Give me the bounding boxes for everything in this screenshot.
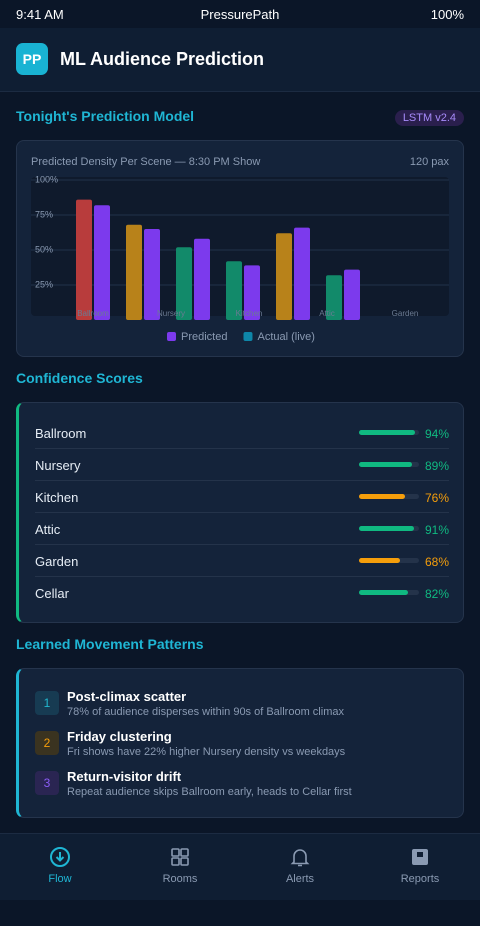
confidence-bar [359,430,416,435]
chart-card: Predicted Density Per Scene — 8:30 PM Sh… [16,140,464,357]
avatar: PP [16,43,48,75]
bar [76,199,92,320]
confidence-value: 82% [424,587,449,601]
nav-item[interactable]: Flow [0,834,120,900]
scene-name: Cellar [35,586,69,601]
legend-label: Predicted [181,331,227,343]
bar [244,265,260,320]
chart-subtitle: 120 pax [410,156,450,168]
y-tick-label: 50% [35,244,53,254]
y-tick-label: 75% [35,209,53,219]
section-title: Learned Movement Patterns [16,636,204,652]
nav-item[interactable]: Rooms [120,834,240,900]
confidence-value: 94% [424,427,449,441]
pattern-number: 3 [35,771,59,795]
chart-title: Predicted Density Per Scene — 8:30 PM Sh… [31,156,260,168]
nav-label: Reports [400,873,440,885]
pattern-description: Fri shows have 22% higher Nursery densit… [67,746,346,758]
model-badge: LSTM v2.4 [394,110,464,126]
bar [94,205,110,320]
patterns-card: 1 Post-climax scatter 78% of audience disp… [16,668,464,818]
legend-label: Actual (live) [257,331,314,343]
confidence-row: Ballroom 94% [35,417,449,449]
reports-icon [412,849,428,865]
confidence-track [359,590,419,595]
bar [326,275,342,320]
confidence-row: Attic 91% [35,513,449,545]
scene-name: Garden [35,554,79,569]
pattern-description: Repeat audience skips Ballroom early, he… [67,786,352,798]
flow-icon [50,847,70,867]
confidence-row: Nursery 89% [35,449,449,481]
confidence-track [359,558,419,563]
bar [144,229,160,320]
status-time: 9:41 AM [16,7,64,22]
confidence-row: Cellar 82% [35,577,449,609]
y-tick-label: 100% [35,174,58,184]
pattern-item: 1 Post-climax scatter 78% of audience disp… [35,689,455,725]
home-area [0,900,480,926]
pattern-description: 78% of audience disperses within 90s of … [67,706,344,718]
x-tick-label: Nursery [157,309,185,318]
bar [194,238,210,320]
confidence-value: 68% [424,555,449,569]
section-title: Confidence Scores [16,370,143,386]
x-tick-label: Kitchen [236,309,263,318]
confidence-bar [359,494,405,499]
status-app: PressurePath [200,7,280,22]
x-tick-label: Attic [319,309,335,318]
pattern-title: Return-visitor drift [67,769,182,784]
pattern-title: Post-climax scatter [67,689,187,704]
legend-swatch [167,332,176,341]
chart: Predicted Density Per Scene — 8:30 PM Sh… [31,156,450,343]
x-tick-label: Garden [392,309,419,318]
confidence-value: 91% [424,523,449,537]
nav-item[interactable]: Reports [360,834,480,900]
confidence-track [359,526,419,531]
y-tick-label: 25% [35,279,53,289]
bar [344,269,360,320]
confidence-value: 89% [424,459,449,473]
bar [294,227,310,320]
scene-name: Attic [35,522,61,537]
confidence-row: Garden 68% [35,545,449,577]
pattern-number: 1 [35,691,59,715]
header: PP ML Audience Prediction [0,28,480,92]
status-bar: 9:41 AM PressurePath 100% [0,0,480,28]
confidence-track [359,430,419,435]
confidence-value: 76% [424,491,449,505]
confidence-bar [359,590,409,595]
bottom-nav: Flow Rooms Alerts Reports [0,833,480,900]
nav-label: Rooms [162,873,198,885]
scene-name: Kitchen [35,490,79,505]
confidence-card: Ballroom 94% Nursery 89% Kitchen 76% Attic 91% G… [16,402,464,623]
confidence-track [359,494,419,499]
bar [276,233,292,320]
confidence-bar [359,462,413,467]
scene-name: Ballroom [35,426,87,441]
bar [126,224,142,320]
bar [226,261,242,320]
pattern-item: 3 Return-visitor drift Repeat audience ski… [35,769,455,805]
nav-label: Alerts [285,873,315,885]
confidence-bar [359,558,400,563]
pattern-number: 2 [35,731,59,755]
pattern-title: Friday clustering [67,729,172,744]
nav-item[interactable]: Alerts [240,834,360,900]
alerts-icon [290,849,310,867]
rooms-icon [171,848,189,866]
confidence-row: Kitchen 76% [35,481,449,513]
header-title: ML Audience Prediction [60,49,265,69]
bar [176,247,192,320]
scene-name: Nursery [35,458,81,473]
nav-label: Flow [48,873,72,885]
legend-swatch [243,332,253,341]
pattern-item: 2 Friday clustering Fri shows have 22% hig… [35,729,455,765]
status-battery: 100% [430,7,464,22]
confidence-track [359,462,419,467]
confidence-bar [359,526,414,531]
section-title: Tonight's Prediction Model [16,108,195,124]
x-tick-label: Ballroom [77,309,109,318]
